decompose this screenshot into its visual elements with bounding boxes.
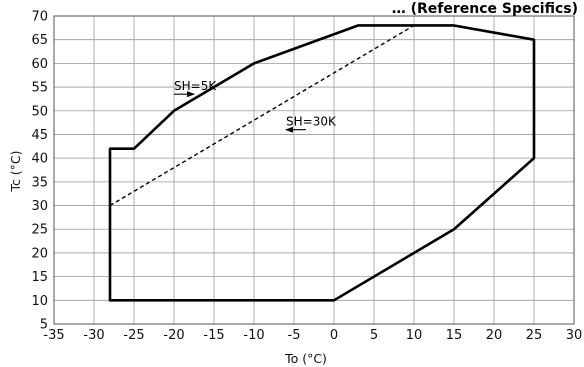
x-tick-label: 0 xyxy=(330,328,338,343)
y-tick-label: 20 xyxy=(31,246,48,261)
annotation-label: SH=30K xyxy=(286,115,337,129)
x-tick-label: -30 xyxy=(83,328,104,343)
y-tick-label: 5 xyxy=(40,318,48,333)
y-tick-label: 45 xyxy=(31,128,48,143)
x-tick-label: 20 xyxy=(486,328,503,343)
series-group xyxy=(108,24,536,302)
x-tick-label: -25 xyxy=(123,328,144,343)
tick-labels: -35 -30 -25 -20 -15 -10 -5 0 5 10 15 20 25 30 5 10 15 20 2… xyxy=(31,10,582,344)
annotations: SH=5K SH=30K xyxy=(174,79,337,133)
x-tick-label: 10 xyxy=(406,328,423,343)
y-tick-label: 65 xyxy=(31,33,48,48)
plot-frame xyxy=(53,15,575,325)
x-tick-label: 30 xyxy=(566,328,583,343)
annotation-label: SH=5K xyxy=(174,79,217,93)
y-tick-label: 35 xyxy=(31,175,48,190)
x-tick-label: -5 xyxy=(288,328,301,343)
plot-area-border xyxy=(53,15,575,325)
chart-title: … (Reference Specifics) xyxy=(392,1,578,17)
sh30k-limit-line xyxy=(109,24,415,207)
x-tick-label: -10 xyxy=(243,328,264,343)
x-tick-label: 5 xyxy=(370,328,378,343)
x-axis-label: To (°C) xyxy=(284,351,327,366)
x-tick-label: 15 xyxy=(446,328,463,343)
y-tick-label: 70 xyxy=(31,10,48,25)
y-axis-label: Tc (°C) xyxy=(8,150,23,192)
y-tick-label: 60 xyxy=(31,57,48,72)
y-tick-label: 15 xyxy=(31,270,48,285)
x-tick-label: -35 xyxy=(43,328,64,343)
grid xyxy=(53,15,575,325)
y-tick-label: 40 xyxy=(31,152,48,167)
y-tick-label: 10 xyxy=(31,294,48,309)
y-tick-label: 55 xyxy=(31,81,48,96)
x-tick-label: 25 xyxy=(526,328,543,343)
y-tick-label: 50 xyxy=(31,104,48,119)
y-tick-label: 30 xyxy=(31,199,48,214)
x-tick-label: -15 xyxy=(203,328,224,343)
y-tick-label: 25 xyxy=(31,223,48,238)
x-tick-label: -20 xyxy=(163,328,184,343)
envelope-boundary-line xyxy=(108,24,536,302)
